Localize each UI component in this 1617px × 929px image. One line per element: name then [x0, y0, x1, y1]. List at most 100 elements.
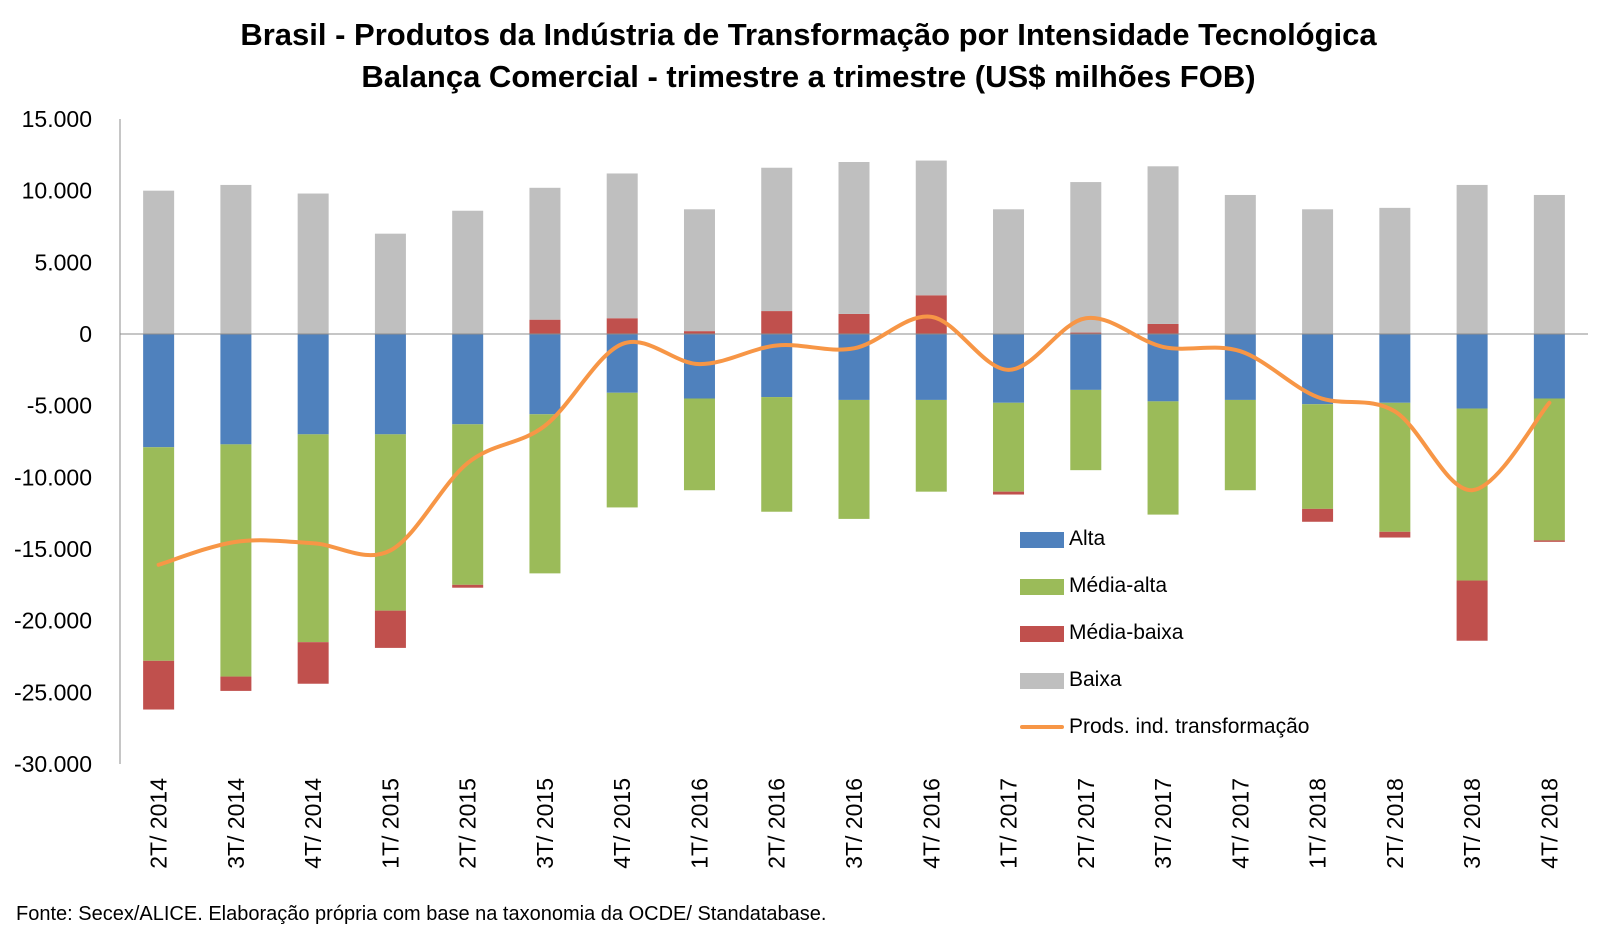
bar-baixa [915, 160, 947, 296]
bar-media-alta [374, 434, 406, 611]
bar-media-alta [1302, 404, 1334, 509]
x-tick-label: 1T/ 2015 [377, 778, 403, 869]
bar-baixa [1224, 194, 1256, 334]
bar-media-alta [606, 392, 638, 508]
bar-alta [1224, 334, 1256, 400]
y-tick-label: -15.000 [14, 536, 92, 562]
chart-title-line-1: Brasil - Produtos da Indústria de Transf… [240, 17, 1377, 52]
x-axis-labels: 2T/ 2014 3T/ 2014 4T/ 2014 1T/ 2015 2T/ 2015… [146, 778, 1563, 869]
bar-media-alta [683, 398, 715, 491]
legend-label: Média-baixa [1069, 621, 1184, 644]
bar-media-baixa [838, 313, 870, 334]
bar-baixa [1070, 182, 1102, 333]
bar-media-baixa [1070, 332, 1102, 334]
x-tick-label: 4T/ 2016 [918, 778, 944, 869]
bar-alta [915, 334, 947, 400]
bar-baixa [1533, 194, 1565, 334]
bar-media-baixa [297, 642, 329, 684]
bar-media-alta [1070, 389, 1102, 471]
legend-line-swatch [1020, 725, 1064, 729]
bar-baixa [1147, 166, 1179, 324]
bar-alta [1379, 334, 1411, 403]
bar-media-alta [1224, 399, 1256, 491]
y-tick-label: 15.000 [22, 106, 92, 132]
legend-label: Média-alta [1069, 574, 1168, 597]
bar-media-baixa [993, 491, 1025, 495]
bar-baixa [1302, 209, 1334, 334]
bar-media-baixa [1302, 508, 1334, 522]
y-tick-label: 0 [79, 321, 92, 347]
bar-media-alta [143, 447, 175, 661]
x-tick-label: 2T/ 2016 [764, 778, 790, 869]
x-tick-label: 3T/ 2018 [1459, 778, 1485, 869]
y-tick-label: -30.000 [14, 751, 92, 777]
bar-baixa [143, 190, 175, 334]
y-tick-label: -25.000 [14, 679, 92, 705]
x-tick-label: 1T/ 2018 [1305, 778, 1331, 869]
bar-media-baixa [683, 331, 715, 334]
bar-media-alta [915, 399, 947, 492]
x-tick-label: 1T/ 2017 [996, 778, 1022, 869]
bar-baixa [761, 167, 793, 312]
bar-baixa [297, 193, 329, 334]
bar-alta [220, 334, 252, 445]
bar-media-alta [838, 399, 870, 519]
bar-baixa [838, 162, 870, 314]
x-tick-label: 2T/ 2018 [1382, 778, 1408, 869]
bar-baixa [452, 210, 484, 334]
y-tick-label: -10.000 [14, 464, 92, 490]
bar-media-alta [1147, 401, 1179, 515]
bar-baixa [220, 184, 252, 334]
legend-swatch-media-baixa [1020, 626, 1064, 642]
x-tick-label: 3T/ 2014 [223, 778, 249, 869]
chart-title-line-2: Balança Comercial - trimestre a trimestr… [361, 59, 1256, 94]
bar-media-alta [452, 424, 484, 585]
bar-baixa [529, 187, 561, 320]
x-tick-label: 3T/ 2016 [841, 778, 867, 869]
legend-swatch-baixa [1020, 673, 1064, 689]
y-tick-label: 5.000 [34, 249, 92, 275]
bar-media-alta [297, 434, 329, 643]
bar-media-baixa [452, 584, 484, 588]
x-tick-label: 4T/ 2018 [1536, 778, 1562, 869]
bar-media-baixa [374, 610, 406, 648]
bar-media-alta [529, 414, 561, 574]
x-tick-label: 3T/ 2017 [1150, 778, 1176, 869]
source-note: Fonte: Secex/ALICE. Elaboração própria c… [16, 903, 827, 925]
bar-baixa [1379, 207, 1411, 334]
bar-alta [1533, 334, 1565, 399]
bar-baixa [683, 209, 715, 332]
bar-media-alta [761, 397, 793, 512]
bar-media-baixa [220, 676, 252, 691]
legend-label: Baixa [1069, 668, 1122, 691]
y-tick-label: -20.000 [14, 608, 92, 634]
bar-alta [452, 334, 484, 425]
bar-baixa [1456, 184, 1488, 334]
bar-media-baixa [606, 318, 638, 334]
bar-media-baixa [1379, 531, 1411, 538]
y-axis-labels: 15.000 10.000 5.000 0 -5.000 -10.000 -15.000 -2… [14, 106, 92, 777]
x-tick-label: 2T/ 2015 [455, 778, 481, 869]
bar-media-baixa [1533, 540, 1565, 542]
bar-alta [1456, 334, 1488, 409]
x-tick-label: 2T/ 2014 [146, 778, 172, 869]
bar-media-alta [1379, 402, 1411, 532]
legend-label: Alta [1069, 527, 1106, 550]
bar-media-baixa [1147, 323, 1179, 334]
x-tick-label: 3T/ 2015 [532, 778, 558, 869]
legend-label: Prods. ind. transformação [1069, 715, 1310, 738]
x-tick-label: 4T/ 2014 [300, 778, 326, 869]
bar-media-alta [220, 444, 252, 677]
bar-alta [1070, 334, 1102, 390]
bar-media-baixa [143, 660, 175, 710]
bar-media-alta [993, 402, 1025, 492]
bar-media-baixa [529, 319, 561, 334]
x-tick-label: 4T/ 2017 [1227, 778, 1253, 869]
x-tick-label: 1T/ 2016 [686, 778, 712, 869]
legend-swatch-media-alta [1020, 579, 1064, 595]
series-line-prods-ind-transformacao [156, 314, 1552, 567]
bar-alta [683, 334, 715, 399]
bar-alta [529, 334, 561, 415]
bar-media-baixa [915, 295, 947, 334]
